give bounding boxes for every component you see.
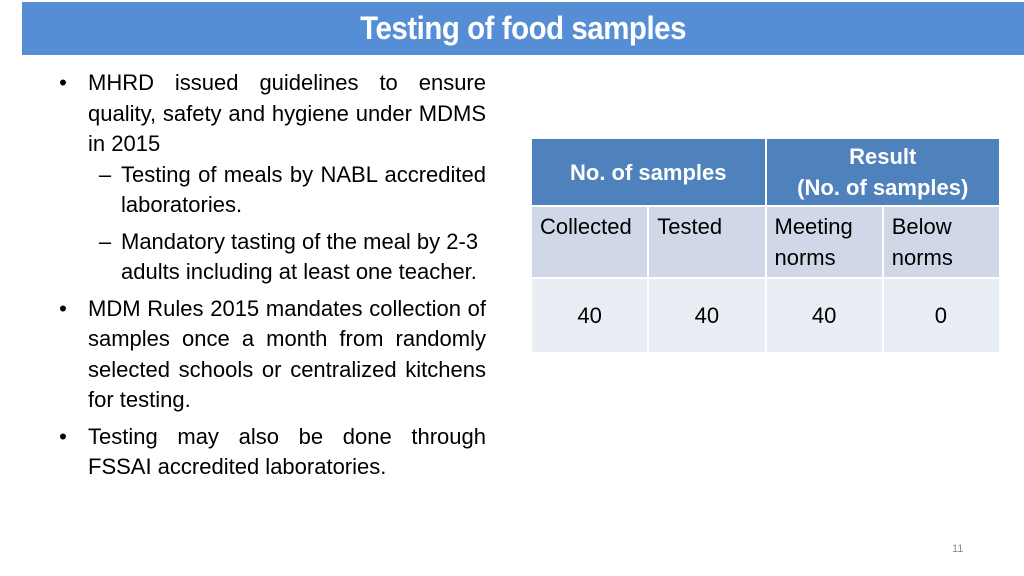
title-bar: Testing of food samples xyxy=(22,2,1024,55)
column-header-row: Collected Tested Meeting norms Below norms xyxy=(529,205,1002,279)
bullet-item: • MHRD issued guidelines to ensure quali… xyxy=(56,68,486,288)
bullet-text: MHRD issued guidelines to ensure quality… xyxy=(88,70,486,156)
col-collected: Collected xyxy=(529,205,650,279)
bullet-icon: • xyxy=(59,70,67,95)
sub-bullet-item: – Testing of meals by NABL accredited la… xyxy=(88,160,486,221)
bullet-icon: • xyxy=(59,295,67,321)
bullet-item: • MDM Rules 2015 mandates collection of … xyxy=(56,294,486,416)
results-table: No. of samples Result (No. of samples) C… xyxy=(529,137,1002,354)
bullet-text: Testing may also be done through FSSAI a… xyxy=(88,423,486,480)
sub-bullet-text: Mandatory tasting of the meal by 2-3 adu… xyxy=(121,228,479,285)
header-label: Result xyxy=(849,144,917,169)
dash-icon: – xyxy=(98,161,112,187)
bullet-item: • Testing may also be done through FSSAI… xyxy=(56,422,486,483)
value-meeting-norms: 40 xyxy=(764,277,884,354)
header-result: Result (No. of samples) xyxy=(764,137,1001,207)
col-tested: Tested xyxy=(647,205,767,279)
header-label: No. of samples xyxy=(570,159,727,185)
col-meeting-norms: Meeting norms xyxy=(764,205,884,279)
value-below-norms: 0 xyxy=(881,277,1002,354)
sub-bullet-text: Testing of meals by NABL accredited labo… xyxy=(121,161,486,218)
page-number: 11 xyxy=(952,543,964,555)
sub-bullet-item: – Mandatory tasting of the meal by 2-3 a… xyxy=(88,227,486,288)
col-below-norms: Below norms xyxy=(881,205,1002,279)
results-table-container: No. of samples Result (No. of samples) C… xyxy=(529,137,1002,354)
header-no-of-samples: No. of samples xyxy=(530,137,767,207)
header-sublabel: (No. of samples) xyxy=(797,175,969,200)
value-tested: 40 xyxy=(647,277,767,354)
value-collected: 40 xyxy=(529,277,650,354)
bullet-list: • MHRD issued guidelines to ensure quali… xyxy=(56,68,486,489)
table-row: 40 40 40 0 xyxy=(529,277,1002,354)
slide-title: Testing of food samples xyxy=(360,10,686,46)
dash-icon: – xyxy=(98,228,112,254)
bullet-icon: • xyxy=(59,423,67,449)
bullet-text: MDM Rules 2015 mandates collection of sa… xyxy=(88,295,486,413)
